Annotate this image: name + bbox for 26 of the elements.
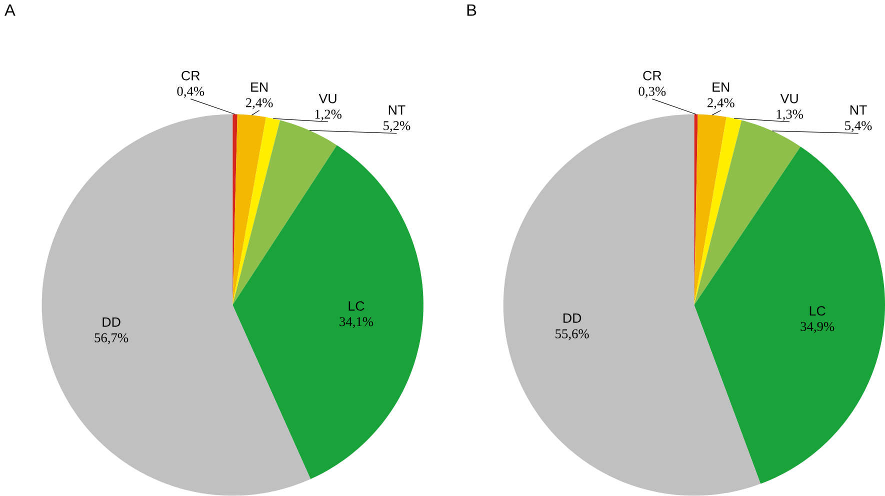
slice-label: EN xyxy=(712,82,730,92)
data-label: 0,4% xyxy=(177,86,204,98)
data-label: 55,6% xyxy=(556,329,589,340)
chart-title: B xyxy=(467,4,476,16)
data-label: 1,2% xyxy=(315,110,342,121)
data-label: 1,3% xyxy=(776,110,804,121)
slice-label: LC xyxy=(348,301,364,311)
slice-label: VU xyxy=(318,94,336,104)
data-label: 34,1% xyxy=(340,317,374,328)
data-label: 5,4% xyxy=(845,121,872,132)
data-label: 5,2% xyxy=(384,121,410,132)
slice-label: EN xyxy=(251,82,268,92)
data-label: 0,3% xyxy=(638,86,666,98)
data-label: 2,4% xyxy=(246,98,273,110)
slice-label: CR xyxy=(182,71,200,81)
slice-label: LC xyxy=(810,306,826,316)
slice-label: DD xyxy=(564,314,582,323)
data-label: 2,4% xyxy=(708,98,734,110)
data-label: 34,9% xyxy=(800,322,834,334)
slice-label: NT xyxy=(850,106,867,115)
slice-label: VU xyxy=(780,94,798,104)
slice-label: CR xyxy=(643,71,662,81)
data-label: 56,7% xyxy=(94,333,128,344)
chart-title: A xyxy=(4,4,16,16)
slice-label: NT xyxy=(388,106,406,115)
slice-label: DD xyxy=(102,318,120,327)
